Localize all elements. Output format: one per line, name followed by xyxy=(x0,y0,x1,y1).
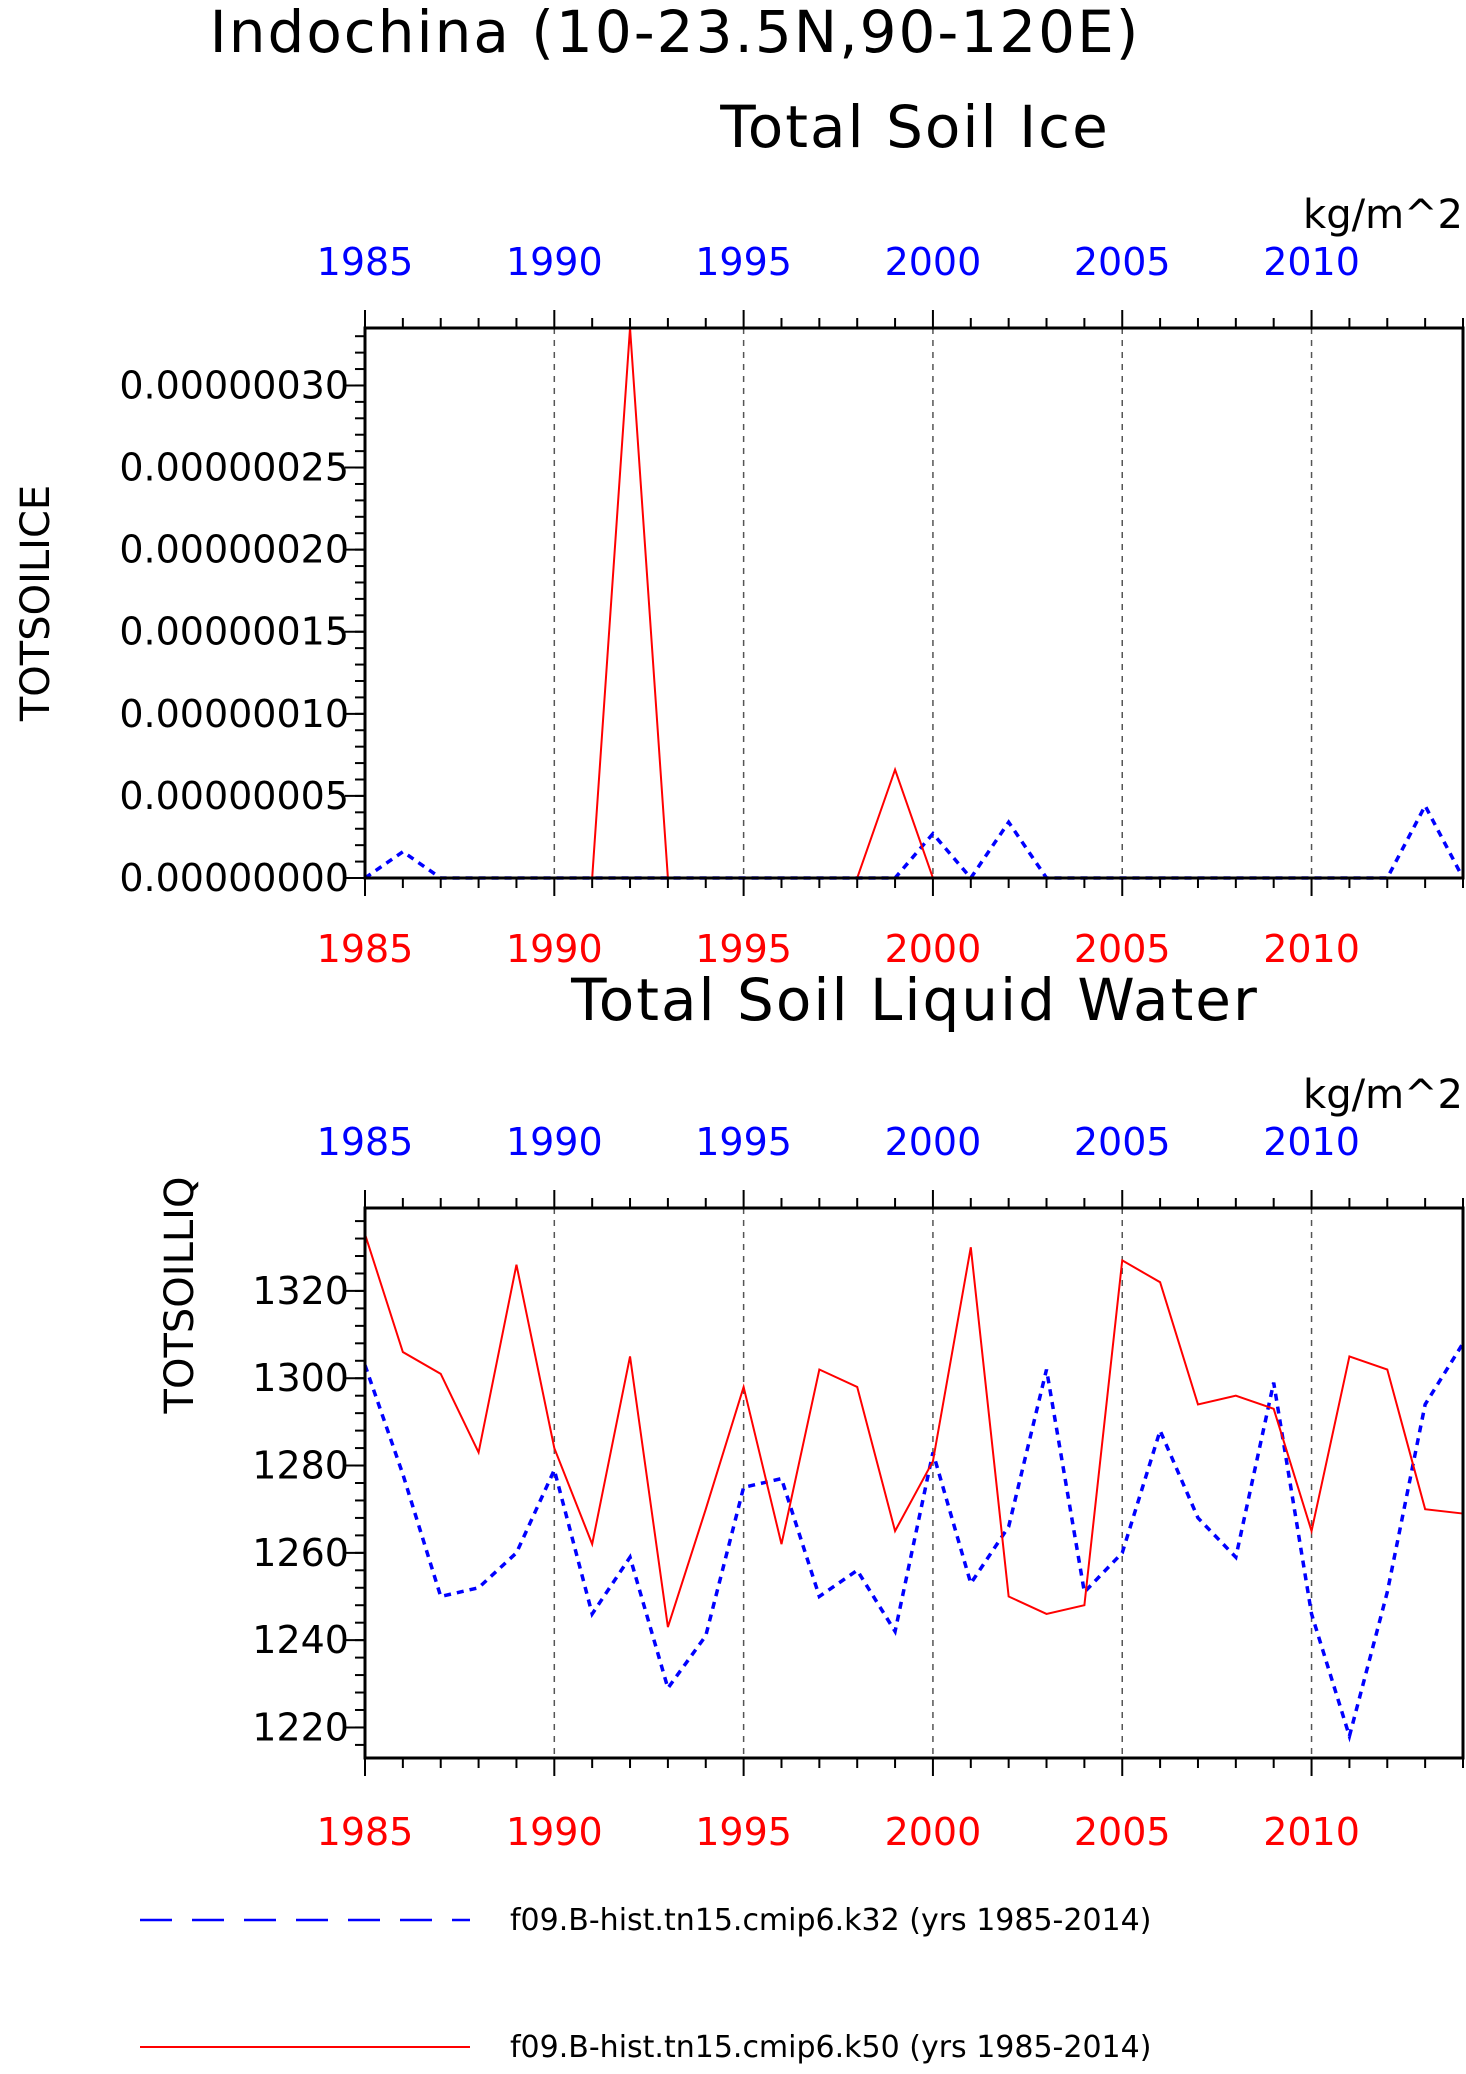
units-label: kg/m^2 xyxy=(1303,192,1463,238)
x-tick-label-top: 1985 xyxy=(317,1120,414,1164)
x-tick-label-top: 2000 xyxy=(885,1120,982,1164)
x-tick-label-bottom: 1985 xyxy=(317,927,414,971)
x-tick-label-top: 1990 xyxy=(506,1120,603,1164)
plot-frame xyxy=(363,326,1465,880)
x-tick-label-top: 1995 xyxy=(695,1120,792,1164)
x-tick-label-bottom: 1990 xyxy=(506,1810,603,1854)
panel-title: Total Soil Liquid Water xyxy=(570,966,1259,1034)
y-tick-label: 0.00000000 xyxy=(119,856,349,900)
figure-title: Indochina (10-23.5N,90-120E) xyxy=(210,0,1141,66)
chart-panel-1: Total Soil Ice kg/m^2 TOTSOILICE 1985 1985 19… xyxy=(13,93,1465,971)
y-tick-label: 0.00000025 xyxy=(119,446,349,490)
y-tick-label: 0.00000020 xyxy=(119,528,349,572)
chart-panel-2: Total Soil Liquid Water kg/m^2 TOTSOILLIQ 1… xyxy=(157,966,1465,1854)
panel-title: Total Soil Ice xyxy=(719,93,1110,161)
y-tick-label: 1240 xyxy=(252,1618,349,1662)
units-label: kg/m^2 xyxy=(1303,1072,1463,1118)
x-tick-label-top: 2000 xyxy=(885,240,982,284)
legend: f09.B-hist.tn15.cmip6.k32 (yrs 1985-2014… xyxy=(140,1903,1151,2065)
x-tick-label-bottom: 1995 xyxy=(695,1810,792,1854)
x-tick-label-top: 2010 xyxy=(1263,240,1360,284)
x-tick-label-top: 1990 xyxy=(506,240,603,284)
x-tick-label-top: 2005 xyxy=(1074,1120,1171,1164)
x-tick-label-bottom: 2005 xyxy=(1074,927,1171,971)
series-line-k50 xyxy=(365,327,1463,879)
x-tick-label-top: 1985 xyxy=(317,240,414,284)
x-tick-label-bottom: 1985 xyxy=(317,1810,414,1854)
y-tick-label: 0.00000030 xyxy=(119,363,349,407)
x-tick-label-bottom: 2000 xyxy=(885,1810,982,1854)
series-line-k32 xyxy=(363,1342,1465,1743)
x-tick-label-top: 2005 xyxy=(1074,240,1171,284)
legend-label: f09.B-hist.tn15.cmip6.k32 (yrs 1985-2014… xyxy=(510,1903,1151,1938)
x-tick-label-bottom: 2005 xyxy=(1074,1810,1171,1854)
series-line-k50 xyxy=(364,1233,1464,1628)
plot-frame xyxy=(363,1206,1465,1760)
y-axis-label: TOTSOILLIQ xyxy=(157,1177,203,1415)
x-tick-label-top: 1995 xyxy=(695,240,792,284)
panels: Total Soil Ice kg/m^2 TOTSOILICE 1985 1985 19… xyxy=(13,93,1465,1854)
x-tick-label-bottom: 2010 xyxy=(1263,927,1360,971)
y-tick-label: 0.00000015 xyxy=(119,610,349,654)
x-tick-label-bottom: 2000 xyxy=(885,927,982,971)
x-tick-label-bottom: 1995 xyxy=(695,927,792,971)
y-tick-label: 1280 xyxy=(252,1444,349,1488)
legend-label: f09.B-hist.tn15.cmip6.k50 (yrs 1985-2014… xyxy=(510,2030,1151,2065)
y-tick-label: 1320 xyxy=(252,1269,349,1313)
x-tick-label-bottom: 1990 xyxy=(506,927,603,971)
y-tick-label: 1260 xyxy=(252,1531,349,1575)
series-line-k32 xyxy=(364,801,1465,881)
y-tick-label: 1300 xyxy=(252,1356,349,1400)
y-tick-label: 0.00000010 xyxy=(119,692,349,736)
x-tick-label-top: 2010 xyxy=(1263,1120,1360,1164)
y-tick-label: 1220 xyxy=(252,1705,349,1749)
x-tick-label-bottom: 2010 xyxy=(1263,1810,1360,1854)
y-axis-label: TOTSOILICE xyxy=(13,485,59,722)
y-tick-label: 0.00000005 xyxy=(119,774,349,818)
